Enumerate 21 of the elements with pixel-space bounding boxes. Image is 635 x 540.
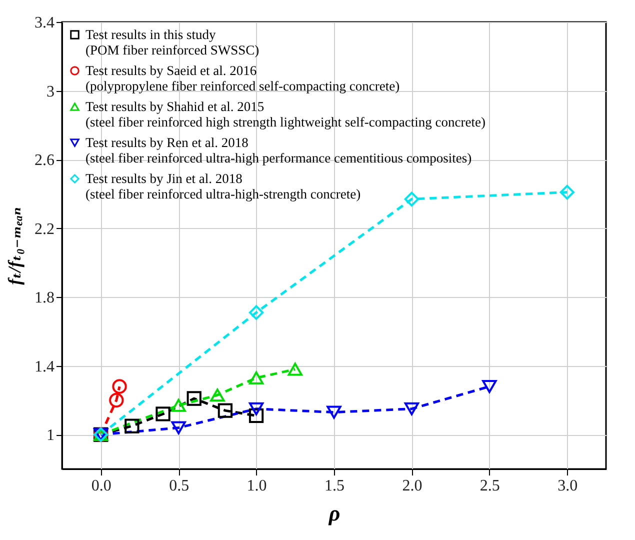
y-tick-label: 1.4: [34, 358, 54, 376]
y-tick-label: 3: [46, 83, 54, 100]
y-tick-label: 2.6: [34, 152, 54, 170]
y-tick-label: 1.8: [34, 290, 54, 307]
x-tick-label: 0.0: [91, 478, 112, 494]
legend-label: Test results by Shahid et al. 2015 (steel fiber reinforced high strength lightweight self-compacting concrete): [86, 98, 486, 130]
y-tick-label: 1: [46, 427, 54, 444]
x-tick-label: 1.5: [324, 478, 344, 494]
legend-label: Test results by Jin et al. 2018 (steel fiber reinforced ultra-high-strength concrete): [86, 170, 361, 202]
x-tick-label: 2.0: [402, 478, 422, 494]
x-tick-label: 2.5: [480, 478, 500, 494]
legend-label: Test results by Ren et al. 2018 (steel fiber reinforced ultra-high performance cementitious composites): [86, 134, 472, 166]
y-tick-label: 2.2: [34, 220, 54, 238]
y-tick-label: 3.4: [34, 14, 54, 32]
x-tick-label: 3.0: [558, 478, 578, 494]
y-axis-title: fₜ/fₜ₀₋ₘₑₐₙ: [4, 207, 24, 285]
x-tick-label: 0.5: [169, 478, 190, 494]
legend-label: Test results in this study (POM fiber reinforced SWSSC): [86, 26, 260, 58]
x-axis-title: ρ: [328, 500, 340, 526]
x-tick-label: 1.0: [246, 478, 267, 494]
legend-label: Test results by Saeid et al. 2016 (polypropylene fiber reinforced self-compacting concrete): [86, 62, 400, 94]
